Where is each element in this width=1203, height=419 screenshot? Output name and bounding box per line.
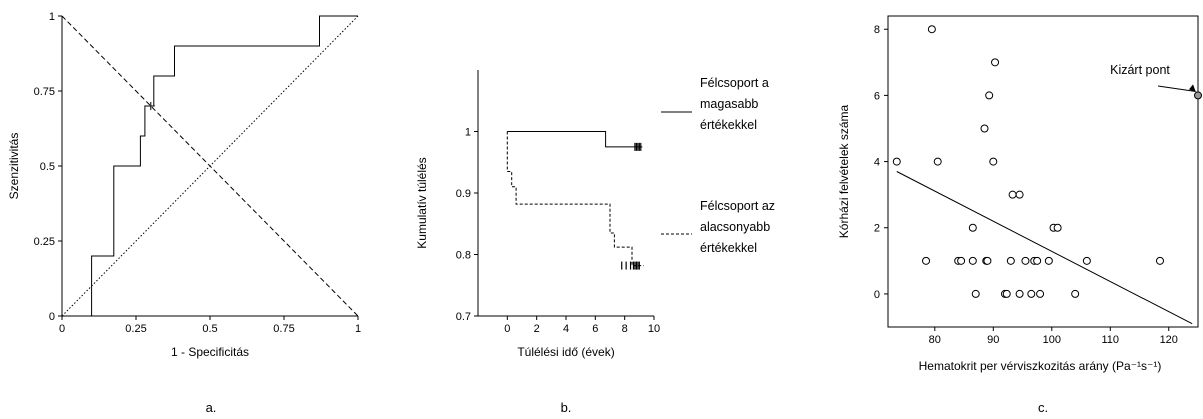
x-tick-label: 1 [355,323,361,335]
y-tick-label: 8 [874,24,880,36]
excluded-point-arrowhead [1189,84,1196,93]
x-tick-label: 0.75 [273,323,294,335]
x-tick-label: 10 [648,323,660,335]
y-tick-label: 4 [874,157,880,169]
data-point [991,58,1000,67]
data-point [983,256,992,265]
y-axis-label: Szenzitivitás [7,133,21,200]
y-tick-label: 2 [874,223,880,235]
data-point [1033,256,1042,265]
x-tick-label: 120 [1160,334,1178,346]
roc-panel: 0 0.25 0.5 0.75 1 0 0.25 0.5 0.75 1 1 - Specificit… [7,11,361,415]
data-point [1082,256,1091,265]
data-point [1006,256,1015,265]
excluded-point-arrow [1157,85,1196,92]
data-point [1044,256,1053,265]
x-tick-label: 0.25 [125,323,146,335]
data-point [1053,223,1062,232]
x-axis-label: Hematokrit per vérviszkozitás arány (Pa⁻… [919,359,1162,373]
x-tick-label: 8 [622,323,628,335]
data-point [1036,289,1045,298]
x-axis-label: Túlélési idő (évek) [517,345,614,359]
legend-text: értékekkel [700,241,757,255]
data-point [1071,289,1080,298]
legend-text: értékekkel [700,118,757,132]
data-point [1027,289,1036,298]
data-point [927,25,936,34]
data-point [971,289,980,298]
data-point [989,157,998,166]
data-point [933,157,942,166]
y-tick-label: 6 [874,90,880,102]
panel-label: b. [561,400,572,415]
legend-text: magasabb [700,97,758,111]
x-tick-label: 90 [987,334,999,346]
regression-line [896,171,1193,325]
roc-series-2 [61,15,359,317]
x-tick-label: 2 [534,323,540,335]
y-tick-label: 0.25 [34,236,55,248]
survival-curve-1 [506,131,644,267]
survival-panel: 0 2 4 6 8 10 0.7 0.8 0.9 1 Félcsoport a magasabb ért… [415,70,775,415]
survival-curve-0 [507,131,643,148]
legend-text: Félcsoport az [700,199,775,213]
y-tick-label: 0.7 [456,311,471,323]
y-tick-label: 0.75 [34,86,55,98]
plot-frame [887,15,1199,328]
y-tick-label: 0 [874,289,880,301]
data-point [968,256,977,265]
data-point [957,256,966,265]
data-point [1015,289,1024,298]
panel-label: a. [206,400,217,415]
panel-label: c. [1038,400,1048,415]
roc-series-0 [91,15,358,316]
x-tick-label: 110 [1101,334,1119,346]
y-tick-label: 1 [465,127,471,139]
x-tick-label: 0 [59,323,65,335]
y-tick-label: 0.5 [40,161,55,173]
legend-text: alacsonyabb [700,220,770,234]
data-point [892,157,901,166]
x-tick-label: 0 [504,323,510,335]
data-point [1021,256,1030,265]
data-point [1155,256,1164,265]
data-point [1008,190,1017,199]
data-point [968,223,977,232]
scatter-panel: 80 90 100 110 120 0 2 4 6 8 Kizárt pont Hematokrit … [837,15,1202,415]
x-tick-label: 80 [929,334,941,346]
y-axis-label: Kórházi felvételek száma [837,104,851,238]
excluded-point-label: Kizárt pont [1110,63,1170,77]
y-tick-label: 1 [49,11,55,23]
y-tick-label: 0.9 [456,188,471,200]
data-point [1015,190,1024,199]
y-tick-label: 0.8 [456,250,471,262]
y-tick-label: 0 [49,311,55,323]
excluded-point [1194,91,1202,100]
x-tick-label: 100 [1043,334,1061,346]
x-tick-label: 0.5 [202,323,217,335]
data-point [1002,289,1011,298]
data-point [980,124,989,133]
x-tick-label: 6 [592,323,598,335]
data-point [922,256,931,265]
x-axis-label: 1 - Specificitás [171,345,249,359]
data-point [985,91,994,100]
x-tick-label: 4 [563,323,569,335]
legend-text: Félcsoport a [700,76,769,90]
y-axis-label: Kumulatív túlélés [415,157,429,248]
